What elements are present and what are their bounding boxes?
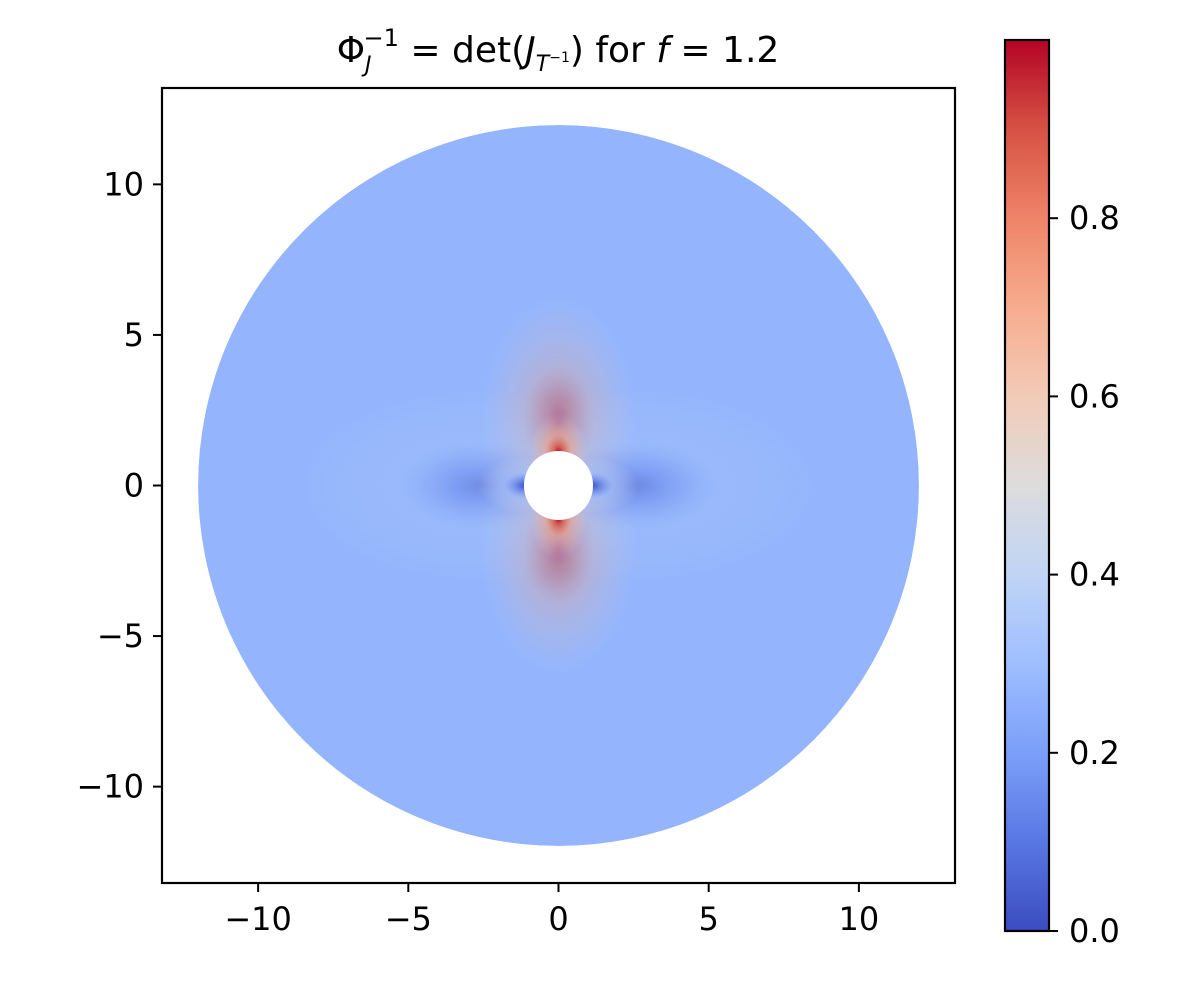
y-tick-label: 5 [124,316,144,354]
x-tick-label: 10 [839,900,880,938]
colorbar: 0.0 0.2 0.4 0.6 0.8 [1003,38,1120,950]
colorbar-tick-label: 0.6 [1069,377,1120,415]
x-tick-label: 5 [699,900,719,938]
y-tick-label: 0 [124,467,144,505]
chart-title-text: ΦJ−1 = det(JT−1) for f = 1.2 [337,24,780,78]
y-tick-label: −10 [76,768,144,806]
x-tick-label: −5 [385,900,432,938]
colorbar-tick-label: 0.2 [1069,734,1120,772]
colorbar-gradient [1003,38,1051,933]
center-hole [523,450,594,521]
colorbar-ticks: 0.0 0.2 0.4 0.6 0.8 [1049,199,1120,950]
y-tick-label: −5 [97,617,144,655]
x-tick-label: 0 [548,900,568,938]
colorbar-tick-label: 0.0 [1069,912,1120,950]
x-axis: −10 −5 0 5 10 [224,883,879,938]
plot-area [160,86,957,885]
colorbar-tick-label: 0.8 [1069,199,1120,237]
y-tick-label: 10 [103,165,144,203]
chart-title: ΦJ−1 = det(JT−1) for f = 1.2 [337,24,780,78]
colorbar-tick-label: 0.4 [1069,556,1120,594]
y-axis: 10 5 0 −5 −10 [76,165,162,806]
x-tick-label: −10 [224,900,292,938]
